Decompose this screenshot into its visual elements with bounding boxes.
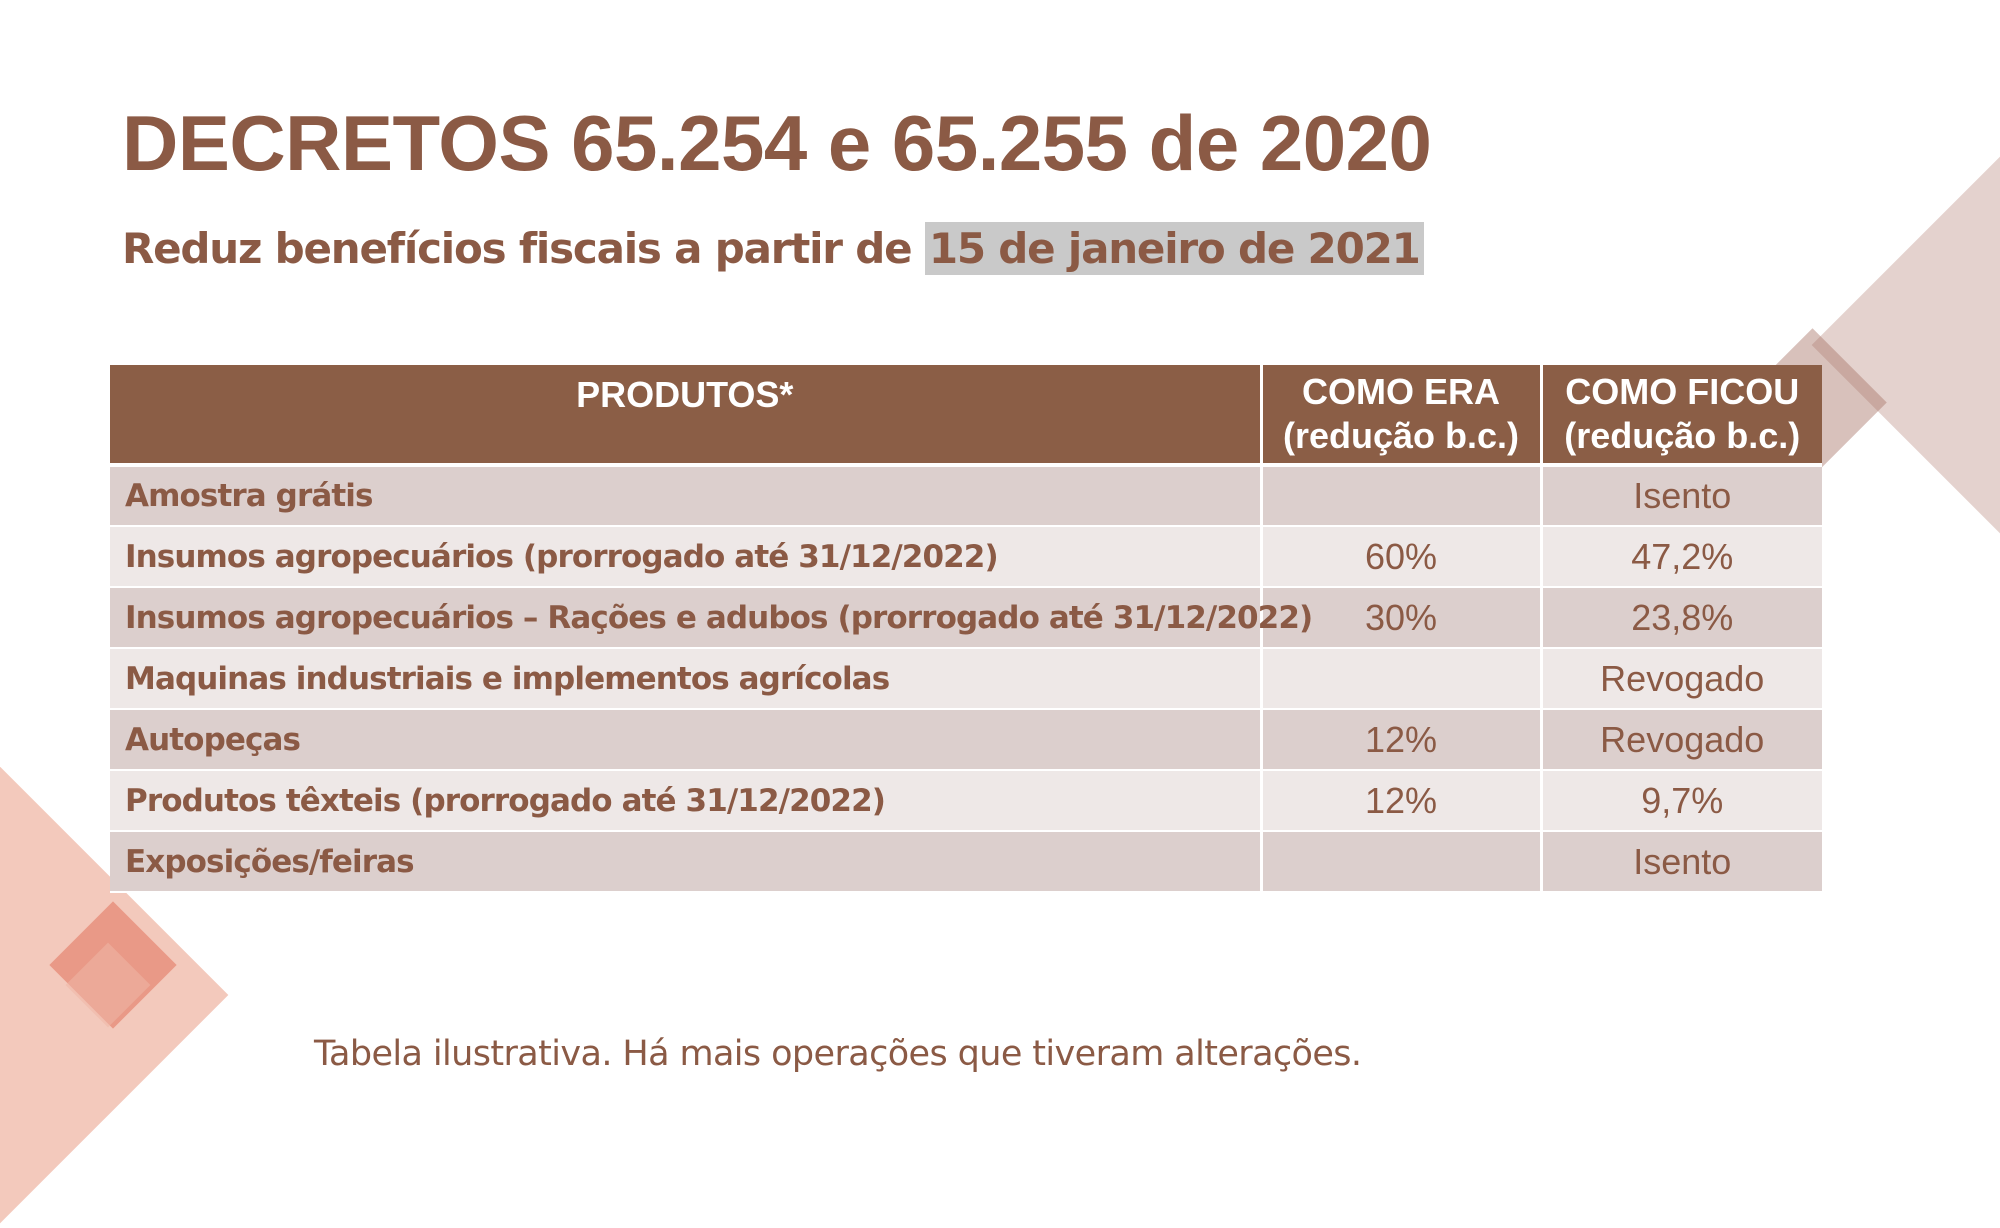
cell-como-ficou: Revogado [1541, 709, 1822, 771]
table-row: Insumos agropecuários (prorrogado até 31… [110, 526, 1822, 588]
footnote: Tabela ilustrativa. Há mais operações qu… [314, 1034, 1362, 1074]
cell-produto: Insumos agropecuários (prorrogado até 31… [110, 526, 1263, 588]
cell-produto: Produtos têxteis (prorrogado até 31/12/2… [110, 770, 1263, 832]
cell-produto: Exposições/feiras [110, 831, 1263, 893]
header-como-era: COMO ERA (redução b.c.) [1261, 365, 1543, 467]
cell-produto: Amostra grátis [110, 465, 1263, 527]
header-produtos: PRODUTOS* [110, 365, 1263, 467]
table-header-row: PRODUTOS* COMO ERA (redução b.c.) COMO F… [110, 365, 1822, 467]
cell-como-ficou: 47,2% [1541, 526, 1822, 588]
cell-como-ficou: Isento [1541, 831, 1822, 893]
header-como-ficou-sublabel: (redução b.c.) [1564, 415, 1801, 456]
table-row: Exposições/feiras Isento [110, 831, 1822, 893]
table-row: Autopeças 12% Revogado [110, 709, 1822, 771]
header-como-era-label: COMO ERA [1302, 371, 1500, 412]
header-produtos-label: PRODUTOS* [576, 374, 794, 415]
header-como-era-sublabel: (redução b.c.) [1282, 415, 1520, 456]
cell-como-era [1261, 465, 1543, 527]
slide-title: DECRETOS 65.254 e 65.255 de 2020 [122, 99, 1432, 187]
cell-como-era: 12% [1261, 709, 1543, 771]
header-como-ficou: COMO FICOU (redução b.c.) [1541, 365, 1822, 467]
cell-como-era: 30% [1261, 587, 1543, 649]
subtitle-highlighted-date: 15 de janeiro de 2021 [924, 222, 1424, 275]
products-table: PRODUTOS* COMO ERA (redução b.c.) COMO F… [110, 365, 1822, 893]
subtitle-prefix: Reduz benefícios fiscais a partir de [122, 224, 925, 273]
table-row: Insumos agropecuários – Rações e adubos … [110, 587, 1822, 649]
slide-subtitle: Reduz benefícios fiscais a partir de 15 … [122, 222, 1424, 275]
cell-como-era: 60% [1261, 526, 1543, 588]
cell-como-ficou: Isento [1541, 465, 1822, 527]
cell-como-ficou: 23,8% [1541, 587, 1822, 649]
header-como-ficou-label: COMO FICOU [1565, 371, 1800, 412]
cell-produto: Insumos agropecuários – Rações e adubos … [110, 587, 1313, 649]
cell-produto: Maquinas industriais e implementos agríc… [110, 648, 1263, 710]
cell-produto: Autopeças [110, 709, 1263, 771]
cell-como-era [1261, 648, 1543, 710]
decorative-diamond-large-right [1811, 111, 2000, 579]
table-row: Amostra grátis Isento [110, 465, 1822, 527]
cell-como-era: 12% [1261, 770, 1543, 832]
cell-como-era [1261, 831, 1543, 893]
cell-como-ficou: Revogado [1541, 648, 1822, 710]
cell-como-ficou: 9,7% [1541, 770, 1822, 832]
table-row: Produtos têxteis (prorrogado até 31/12/2… [110, 770, 1822, 832]
table-row: Maquinas industriais e implementos agríc… [110, 648, 1822, 710]
